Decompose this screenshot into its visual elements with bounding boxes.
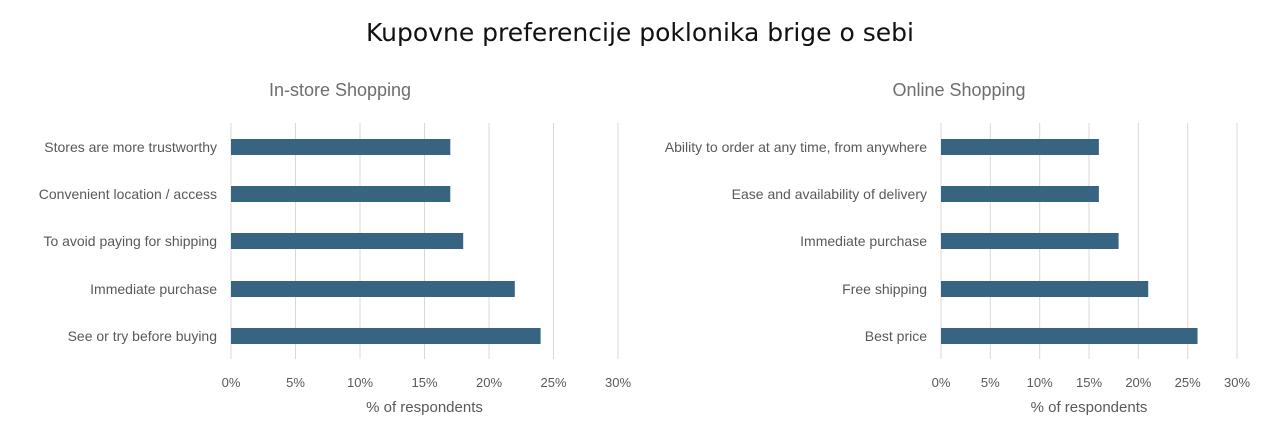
instore-x-tick-label: 30% (605, 375, 631, 390)
instore-bar (231, 281, 515, 297)
online-x-tick-label: 0% (932, 375, 951, 390)
instore-x-tick-label: 0% (222, 375, 241, 390)
instore-x-tick-label: 20% (476, 375, 502, 390)
instore-bar (231, 139, 451, 155)
instore-category-label: Immediate purchase (90, 281, 217, 297)
online-x-tick-label: 10% (1027, 375, 1053, 390)
instore-x-tick-label: 5% (286, 375, 305, 390)
online-category-label: Best price (865, 328, 927, 344)
online-category-label: Ability to order at any time, from anywh… (665, 139, 927, 155)
instore-bar (231, 233, 464, 249)
online-x-tick-label: 5% (981, 375, 1000, 390)
instore-category-label: Convenient location / access (39, 186, 217, 202)
online-chart-title: Online Shopping (892, 80, 1025, 100)
instore-x-tick-label: 15% (411, 375, 437, 390)
online-bar (941, 328, 1198, 344)
online-category-label: Free shipping (842, 281, 927, 297)
online-category-label: Immediate purchase (800, 233, 927, 249)
online-x-tick-label: 30% (1224, 375, 1250, 390)
page-title: Kupovne preferencije poklonika brige o s… (366, 18, 914, 47)
online-category-label: Ease and availability of delivery (732, 186, 927, 202)
instore-bar (231, 186, 451, 202)
instore-category-label: See or try before buying (68, 328, 217, 344)
instore-category-label: Stores are more trustworthy (44, 139, 217, 155)
instore-category-label: To avoid paying for shipping (43, 233, 217, 249)
online-bar (941, 281, 1149, 297)
instore-x-tick-label: 25% (540, 375, 566, 390)
online-bar (941, 139, 1099, 155)
online-x-axis-title: % of respondents (1031, 399, 1148, 416)
instore-x-axis-title: % of respondents (366, 399, 483, 416)
online-bar (941, 233, 1119, 249)
online-x-tick-label: 15% (1076, 375, 1102, 390)
online-bar (941, 186, 1099, 202)
instore-bar (231, 328, 541, 344)
online-x-tick-label: 25% (1175, 375, 1201, 390)
instore-chart-title: In-store Shopping (269, 80, 411, 100)
online-x-tick-label: 20% (1125, 375, 1151, 390)
instore-x-tick-label: 10% (347, 375, 373, 390)
